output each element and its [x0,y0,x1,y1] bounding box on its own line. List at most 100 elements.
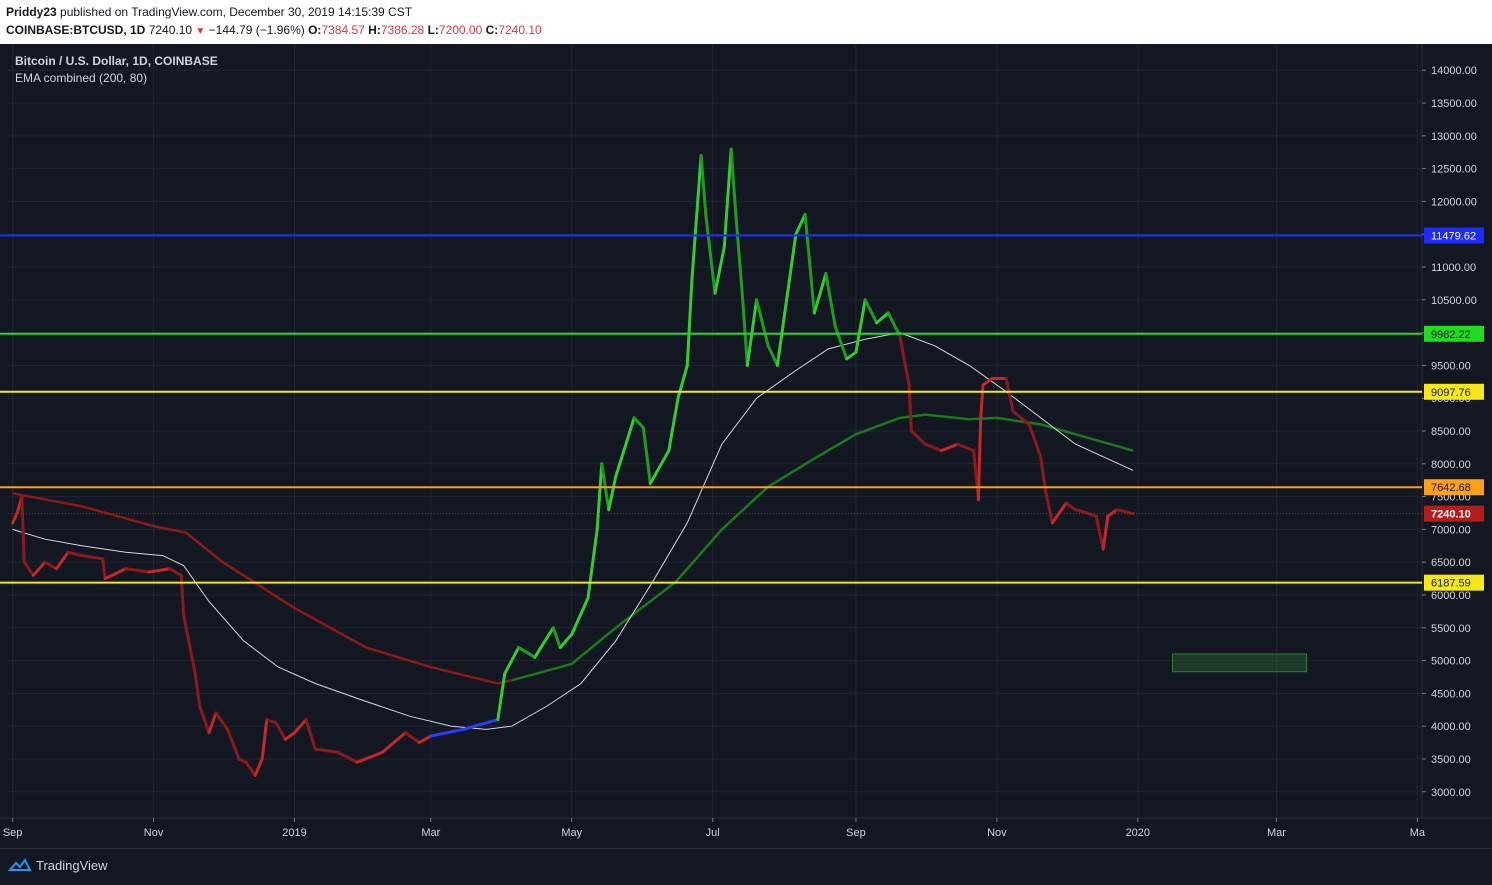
level-label: 11479.62 [1431,231,1476,243]
price-segment [713,245,726,295]
ema-fast-line [12,332,1134,730]
low-label: L: [427,23,439,37]
level-label: 7642.68 [1431,482,1471,494]
price-segment [812,272,828,315]
price-segment [667,396,680,453]
y-tick-label: 13500.00 [1431,98,1477,110]
author-name[interactable]: Priddy23 [6,5,57,19]
price-segment [429,727,465,738]
x-tick-label: Ma [1410,827,1426,839]
price-segment [403,731,421,745]
y-tick-label: 3000.00 [1431,787,1471,799]
level-tag [1424,383,1484,400]
price-segment [976,416,983,502]
price-segment [336,750,359,764]
chart-series [11,147,1135,777]
cloud-logo-icon [8,858,32,871]
price-segment [1027,422,1043,459]
price-segment [803,213,816,315]
x-tick-label: Sep [3,827,23,839]
y-tick-label: 5500.00 [1431,623,1471,635]
y-tick-label: 4500.00 [1431,688,1471,700]
price-segment [283,731,296,741]
price-segment [198,704,211,735]
price-segment [676,363,689,400]
publish-info: Priddy23 published on TradingView.com, D… [6,4,412,20]
level-tag [1424,325,1484,342]
price-segment [909,429,927,446]
symbol-info: COINBASE:BTCUSD, 1D 7240.10 ▼ −144.79 (−… [6,22,542,40]
y-tick-label: 12000.00 [1431,196,1477,208]
ema-slow-line-red [12,492,512,685]
price-segment [304,718,317,751]
y-tick-label: 12500.00 [1431,164,1477,176]
price-segment [875,311,890,325]
open-value: 7384.57 [321,23,365,37]
tradingview-logo[interactable]: TradingView [8,857,108,873]
price-axis[interactable]: 3000.00 3500.00 4000.00 4500.00 5000.00 5500.… [1421,44,1492,848]
price-segment [939,442,960,453]
price-segment [741,298,749,367]
level-label: 9097.76 [1431,387,1471,399]
price-segment [595,462,604,531]
price-segment [207,711,218,735]
price-segment [274,721,287,741]
last-price-text: 7240.10 [148,23,193,37]
price-segment [745,298,759,367]
price-segment [313,747,340,754]
x-tick-label: Nov [144,827,164,839]
legend-indicator[interactable]: EMA combined (200, 80) [15,71,148,85]
price-segment [1101,514,1110,551]
price-segment [1106,508,1119,518]
price-segment [66,550,84,558]
price-segment [699,154,708,217]
price-segment [11,511,19,525]
x-tick-label: May [561,827,582,839]
price-segment [103,567,128,581]
level-label: 9982.22 [1431,329,1471,341]
time-axis[interactable]: Sep Nov 2019 Mar May Jul Sep Nov 2020 Mar Ma [0,817,1492,839]
price-segment [923,442,943,453]
price-segment [845,350,858,361]
y-tick-label: 9500.00 [1431,360,1471,372]
level-label: 6187.59 [1431,578,1471,590]
price-segment [755,298,770,348]
price-axis-bg [1422,44,1492,848]
price-chart[interactable]: 3000.00 3500.00 4000.00 4500.00 5000.00 5500.… [0,44,1492,848]
footer-bar: TradingView [0,848,1492,885]
price-segment [586,527,599,600]
high-value: 7386.28 [380,23,425,37]
price-segment [1011,409,1031,426]
price-segment [863,298,879,325]
price-segment [533,626,555,659]
price-segment [265,718,278,725]
brand-name: TradingView [36,857,108,873]
price-segment [292,718,308,735]
price-segment [253,757,264,777]
x-tick-label: 2020 [1126,827,1150,839]
price-segment [886,311,902,338]
legend-symbol-title[interactable]: Bitcoin / U.S. Dollar, 1D, COINBASE [15,54,218,68]
price-segment [244,760,257,777]
y-tick-label: 8500.00 [1431,426,1471,438]
y-tick-label: 11000.00 [1431,262,1476,274]
price-segment [43,560,59,571]
level-tag [1424,227,1484,244]
chart-header: Priddy23 published on TradingView.com, D… [0,0,1492,44]
price-segment [1073,508,1089,515]
price-segment [214,711,229,731]
y-tick-label: 3500.00 [1431,754,1471,766]
x-tick-label: 2019 [282,827,306,839]
price-segment [20,495,26,564]
down-triangle-icon: ▼ [195,26,206,37]
price-segment [833,324,849,361]
x-tick-label: Sep [846,827,866,839]
price-segment [729,147,738,217]
low-value: 7200.00 [438,23,483,37]
price-segment [648,449,671,485]
price-segment [517,645,537,659]
price-segment [417,734,433,745]
y-tick-label: 6500.00 [1431,557,1471,569]
price-segment [168,567,183,577]
price-segment [794,213,807,236]
